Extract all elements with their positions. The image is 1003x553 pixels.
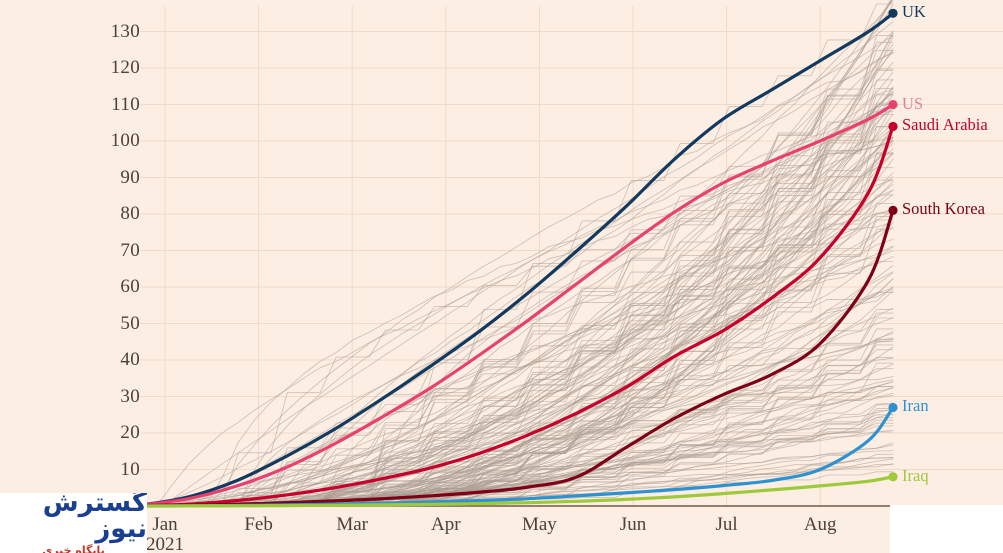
y-tick-label: 110	[111, 93, 140, 115]
y-tick-label: 30	[120, 385, 140, 407]
series-label-uk: UK	[902, 2, 926, 22]
y-tick-label: 50	[120, 312, 140, 334]
watermark: گسترش نیوز پایگاه خبری	[0, 493, 147, 553]
y-tick-label: 80	[120, 203, 140, 225]
y-tick-label: 60	[120, 276, 140, 298]
x-tick-label: Jan 2021	[146, 514, 184, 553]
x-tick-label: Feb	[244, 514, 273, 535]
series-label-iraq: Iraq	[902, 465, 929, 485]
y-tick-label: 70	[120, 239, 140, 261]
x-tick-label: Apr	[431, 514, 461, 535]
watermark-main-text: گسترش نیوز	[42, 493, 147, 544]
x-tick-label: Jul	[715, 514, 738, 535]
y-tick-label: 40	[120, 349, 140, 370]
x-tick-label: Aug	[803, 514, 837, 535]
y-tick-label: 20	[120, 422, 140, 443]
series-label-us: US	[902, 93, 924, 113]
series-label-iran: Iran	[902, 396, 929, 416]
x-tick-label: Mar	[336, 514, 369, 535]
y-axis-labels: 130 120 110 100 90 80 70 60 50 40 30 20 10	[0, 0, 140, 553]
y-tick-label: 120	[110, 57, 140, 79]
series-label-south-korea: South Korea	[902, 199, 985, 219]
x-tick-label: Jun	[619, 514, 647, 535]
watermark-sub-text: پایگاه خبری	[42, 544, 105, 553]
series-label-saudi-arabia: Saudi Arabia	[902, 115, 988, 135]
y-tick-label: 100	[110, 130, 140, 152]
y-tick-label: 90	[120, 166, 140, 188]
y-tick-label: 10	[120, 458, 140, 480]
y-tick-label: 130	[110, 20, 140, 42]
x-tick-label: May	[521, 514, 557, 535]
corner-blank-box	[890, 505, 1003, 553]
